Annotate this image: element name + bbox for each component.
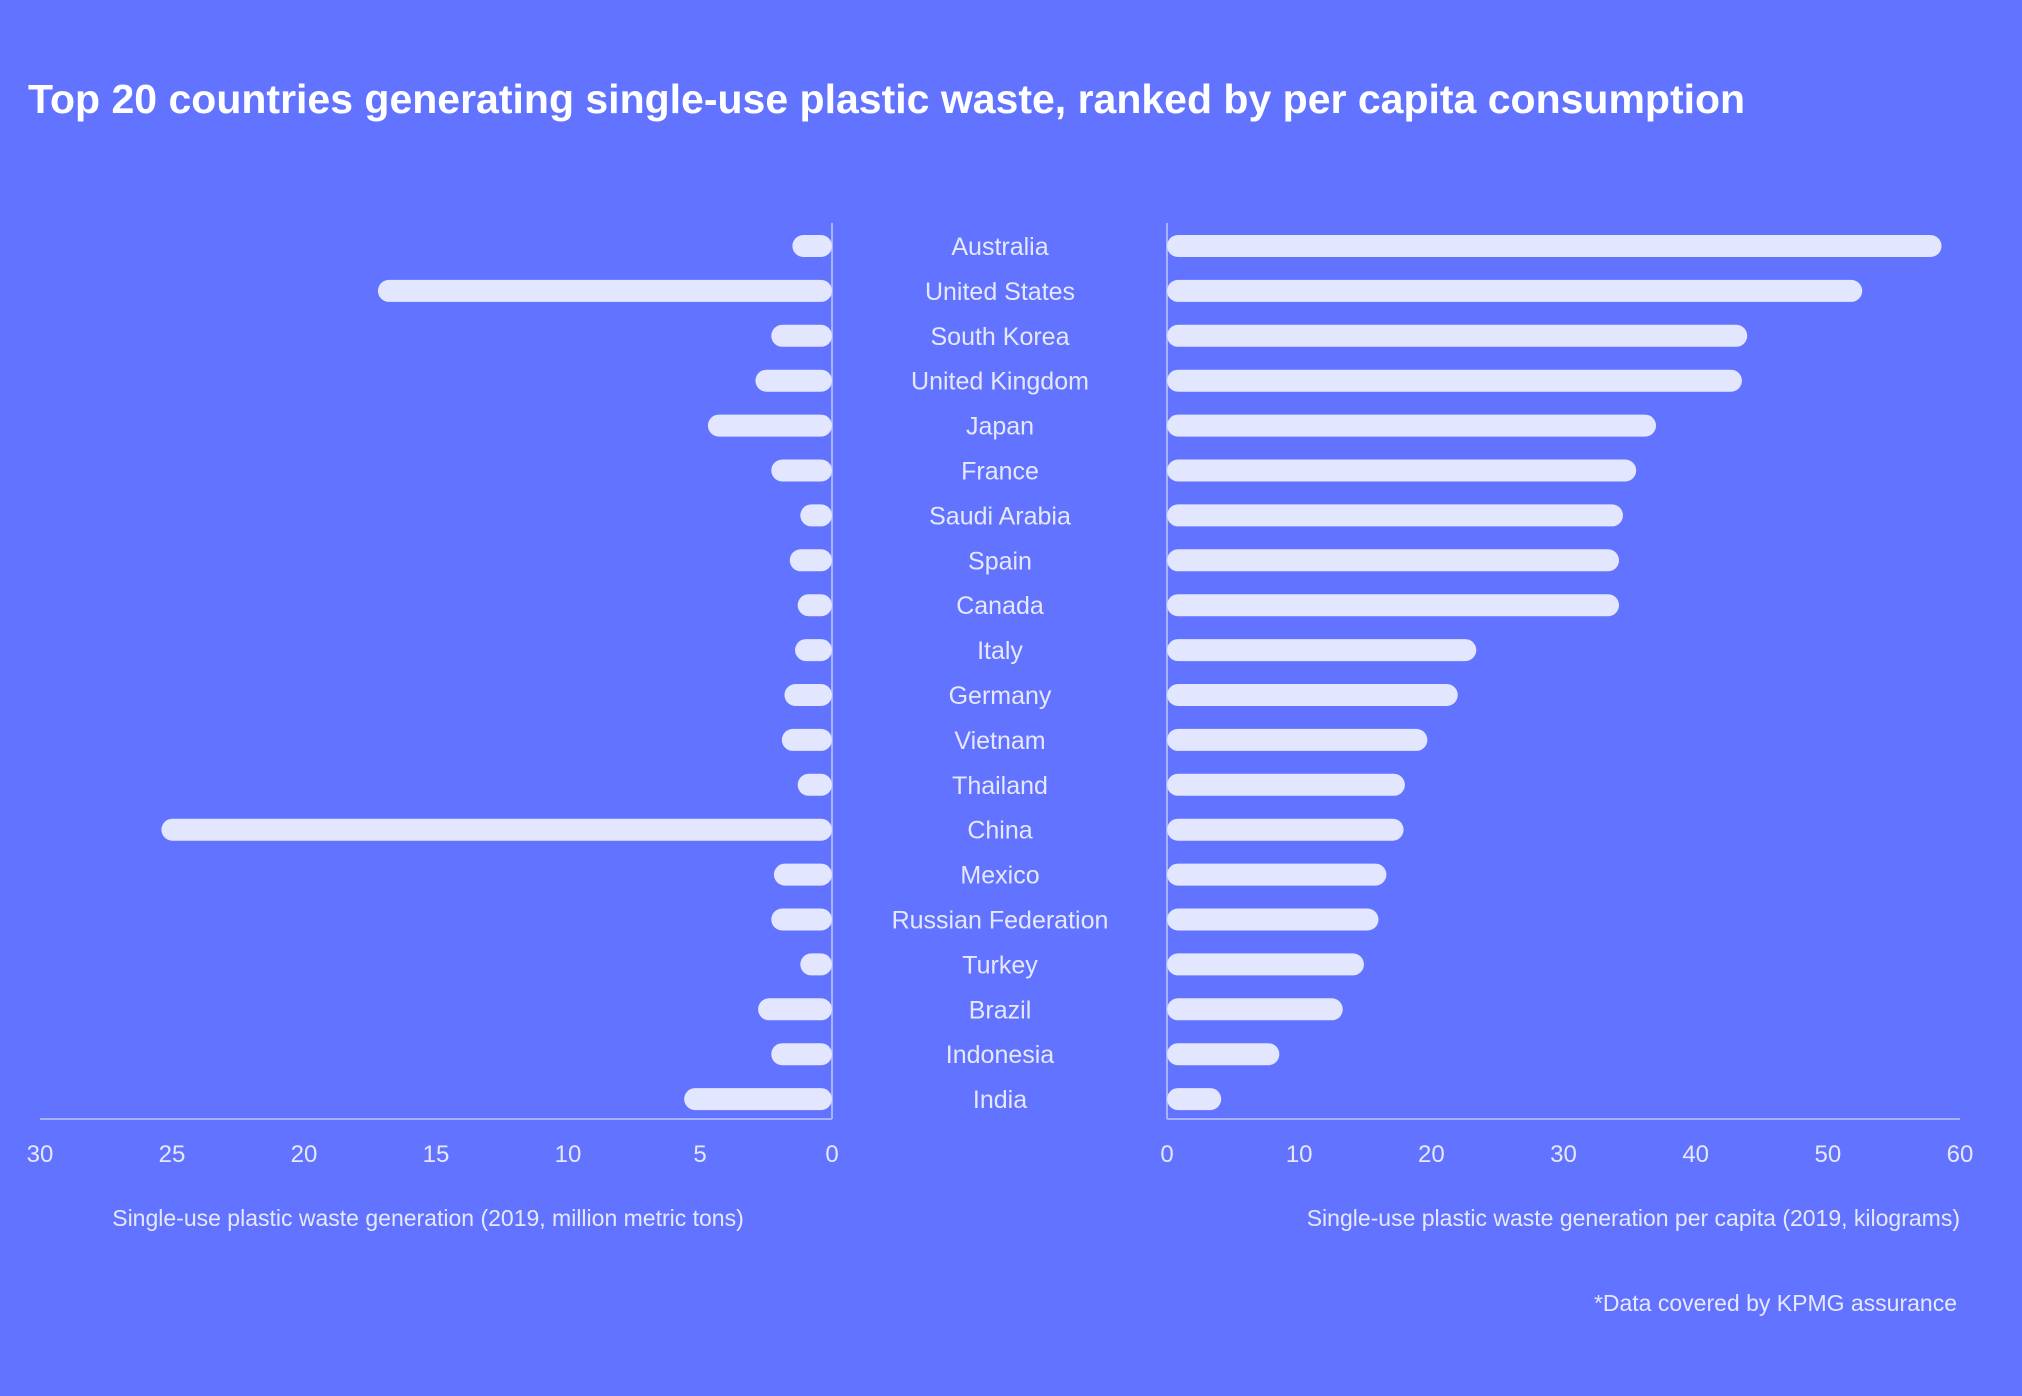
left-bar-brazil [758, 998, 832, 1021]
category-label: Saudi Arabia [929, 502, 1071, 530]
right-tick-label: 50 [1814, 1141, 1841, 1168]
right-bar-australia [1167, 235, 1942, 257]
bars-group: Australia United States South Korea United … [27, 223, 1974, 1168]
category-label: Japan [966, 413, 1034, 441]
right-bar-turkey [1167, 953, 1364, 976]
right-tick-label: 10 [1286, 1141, 1313, 1168]
category-label: Germany [949, 682, 1052, 710]
left-bar-italy [795, 639, 832, 662]
category-label: Mexico [960, 862, 1039, 890]
left-tick-label: 5 [693, 1141, 706, 1168]
right-bar-japan [1167, 414, 1657, 437]
left-bar-turkey [800, 953, 832, 976]
left-tick-label: 20 [291, 1141, 318, 1168]
right-axis-title: Single-use plastic waste generation per … [1307, 1205, 1960, 1231]
right-bar-india [1167, 1088, 1222, 1111]
left-bar-france [771, 459, 832, 482]
left-bar-spain [789, 549, 832, 572]
right-bar-united-states [1167, 279, 1863, 302]
left-bar-united-states [377, 279, 832, 302]
left-bar-mexico [773, 863, 832, 886]
left-tick-label: 30 [27, 1141, 54, 1168]
left-bar-japan [707, 414, 832, 437]
category-label: Turkey [962, 951, 1038, 979]
right-bar-france [1167, 459, 1637, 482]
category-label: Spain [968, 547, 1032, 575]
right-bar-saudi-arabia [1167, 504, 1623, 527]
right-bar-south-korea [1167, 324, 1748, 347]
chart-title: Top 20 countries generating single-use p… [28, 76, 1745, 122]
left-bar-china [161, 818, 832, 841]
category-label: Indonesia [946, 1041, 1055, 1069]
right-bar-united-kingdom [1167, 369, 1742, 392]
category-label: China [967, 817, 1032, 845]
left-bar-russian-federation [771, 908, 832, 931]
right-bar-vietnam [1167, 728, 1428, 751]
category-label: United Kingdom [911, 368, 1089, 396]
category-label: South Korea [931, 323, 1070, 351]
right-bar-mexico [1167, 863, 1387, 886]
left-bar-thailand [797, 773, 832, 796]
category-label: India [973, 1086, 1027, 1114]
footnote: *Data covered by KPMG assurance [1594, 1290, 1957, 1316]
left-tick-label: 15 [423, 1141, 450, 1168]
left-tick-label: 0 [825, 1141, 838, 1168]
right-bar-russian-federation [1167, 908, 1379, 931]
category-label: Russian Federation [892, 907, 1109, 935]
right-bar-thailand [1167, 773, 1405, 796]
right-bar-indonesia [1167, 1043, 1280, 1066]
left-bar-united-kingdom [755, 369, 832, 392]
left-bar-india [684, 1088, 832, 1111]
left-axis-title: Single-use plastic waste generation (201… [112, 1205, 744, 1231]
category-label: United States [925, 278, 1075, 306]
left-tick-label: 10 [555, 1141, 582, 1168]
right-tick-label: 0 [1160, 1141, 1173, 1168]
category-label: Italy [977, 637, 1023, 665]
right-bar-china [1167, 818, 1404, 841]
left-bar-germany [784, 684, 832, 706]
category-label: France [961, 458, 1039, 486]
right-tick-label: 20 [1418, 1141, 1445, 1168]
category-label: Thailand [952, 772, 1048, 800]
left-bar-vietnam [781, 728, 832, 751]
right-tick-label: 30 [1550, 1141, 1577, 1168]
left-bar-indonesia [771, 1043, 832, 1066]
category-label: Australia [951, 233, 1048, 261]
right-bar-canada [1167, 594, 1620, 617]
right-bar-spain [1167, 549, 1620, 572]
right-tick-label: 60 [1947, 1141, 1974, 1168]
left-bar-south-korea [771, 324, 832, 347]
left-bar-canada [797, 594, 832, 617]
right-bar-germany [1167, 684, 1458, 706]
left-bar-saudi-arabia [800, 504, 832, 527]
category-label: Brazil [969, 996, 1032, 1024]
left-bar-australia [792, 235, 832, 257]
category-label: Vietnam [954, 727, 1045, 755]
right-bar-brazil [1167, 998, 1343, 1021]
right-bar-italy [1167, 639, 1477, 662]
left-tick-label: 25 [159, 1141, 186, 1168]
right-tick-label: 40 [1682, 1141, 1709, 1168]
category-label: Canada [956, 592, 1044, 620]
